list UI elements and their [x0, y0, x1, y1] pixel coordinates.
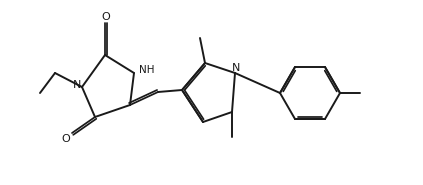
- Text: NH: NH: [139, 65, 154, 75]
- Text: N: N: [73, 80, 81, 90]
- Text: O: O: [102, 12, 110, 22]
- Text: O: O: [62, 134, 70, 144]
- Text: N: N: [232, 63, 240, 73]
